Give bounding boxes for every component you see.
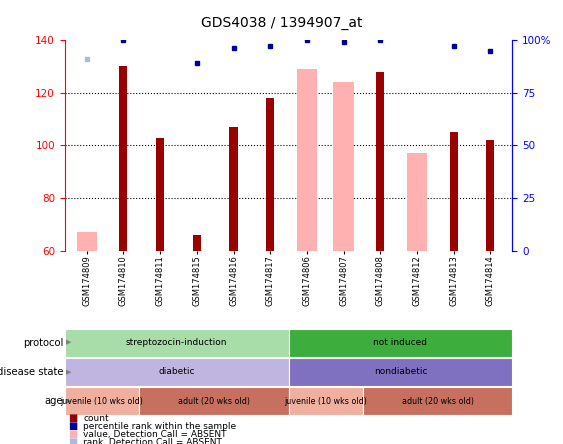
Bar (407, 153, 427, 251)
Bar (486, 140, 494, 251)
Text: ▶: ▶ (66, 398, 72, 404)
Text: age: age (44, 396, 63, 406)
Text: ■: ■ (69, 413, 78, 423)
Text: streptozocin-induction: streptozocin-induction (126, 338, 227, 347)
Bar (230, 127, 238, 251)
Text: ▶: ▶ (66, 340, 72, 345)
Bar (77, 232, 97, 251)
Text: juvenile (10 wks old): juvenile (10 wks old) (284, 396, 367, 406)
Text: ▶: ▶ (66, 369, 72, 375)
Bar (156, 138, 164, 251)
Text: percentile rank within the sample: percentile rank within the sample (83, 422, 236, 431)
Text: protocol: protocol (23, 337, 63, 348)
Text: not induced: not induced (373, 338, 427, 347)
Text: GDS4038 / 1394907_at: GDS4038 / 1394907_at (201, 16, 362, 30)
Text: ■: ■ (69, 437, 78, 444)
Bar (297, 69, 317, 251)
Bar (266, 98, 274, 251)
Text: disease state: disease state (0, 367, 63, 377)
Bar (119, 66, 127, 251)
Text: rank, Detection Call = ABSENT: rank, Detection Call = ABSENT (83, 438, 222, 444)
Text: value, Detection Call = ABSENT: value, Detection Call = ABSENT (83, 430, 227, 439)
Bar (333, 82, 354, 251)
Text: ■: ■ (69, 429, 78, 439)
Text: adult (20 wks old): adult (20 wks old) (402, 396, 473, 406)
Bar (450, 132, 458, 251)
Bar (376, 71, 385, 251)
Text: juvenile (10 wks old): juvenile (10 wks old) (61, 396, 144, 406)
Bar (193, 235, 201, 251)
Text: count: count (83, 414, 109, 423)
Text: ■: ■ (69, 421, 78, 431)
Text: adult (20 wks old): adult (20 wks old) (178, 396, 250, 406)
Text: nondiabetic: nondiabetic (374, 367, 427, 377)
Text: diabetic: diabetic (158, 367, 195, 377)
